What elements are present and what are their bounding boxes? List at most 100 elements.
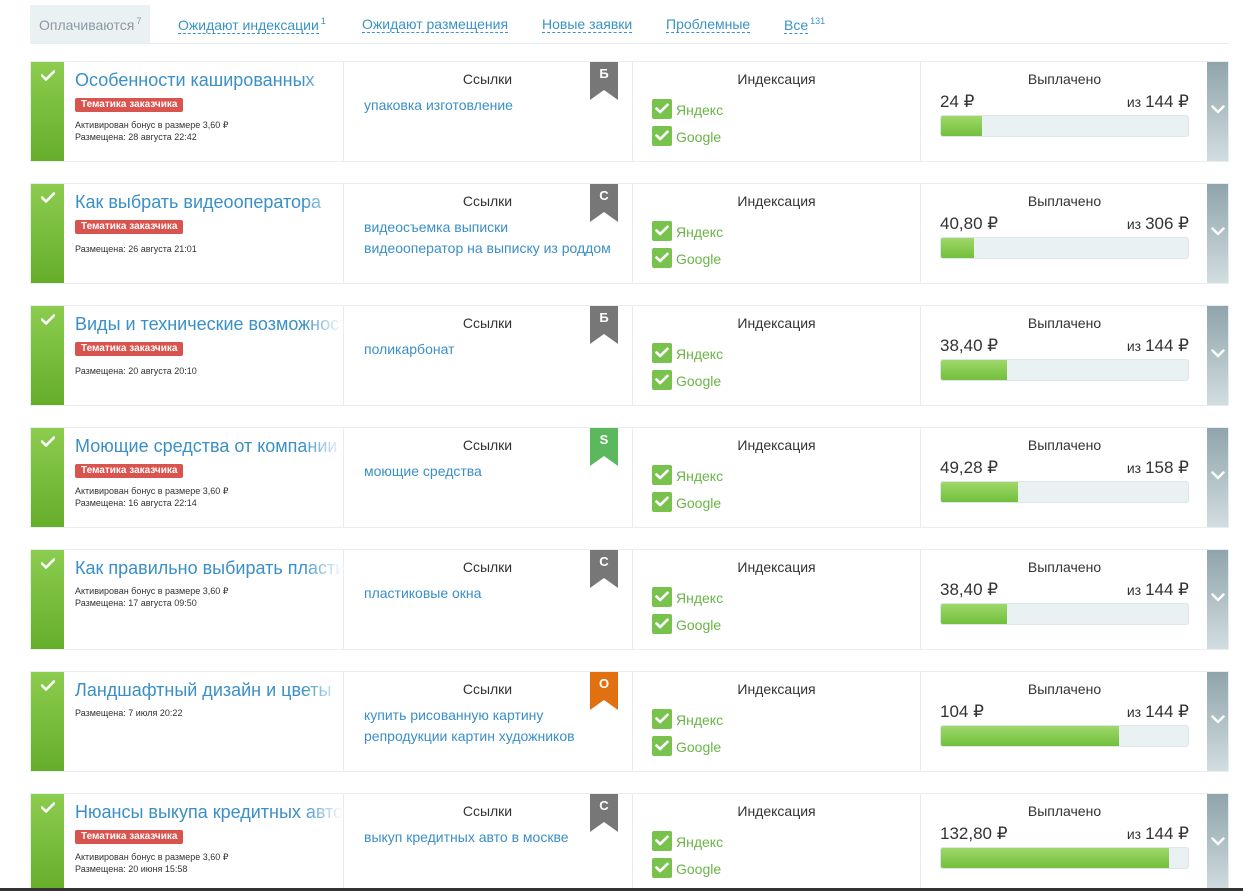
links-list: видеосъемка выписки видеооператор на выпи… <box>364 217 610 259</box>
payment-progress-fill <box>941 726 1120 746</box>
links-list: моющие средства <box>364 461 610 482</box>
tab-5[interactable]: Все 131 <box>784 5 825 43</box>
checkbox-checked-icon <box>652 587 672 607</box>
anchor-link[interactable]: репродукции картин художников <box>364 728 575 744</box>
tab-label: Проблемные <box>666 16 751 33</box>
expand-button[interactable] <box>1207 550 1228 649</box>
paid-header: Выплачено <box>1027 681 1102 697</box>
expand-button[interactable] <box>1207 306 1228 405</box>
paid-amount: 40,80 ₽ <box>940 214 999 233</box>
tab-3[interactable]: Новые заявки <box>542 5 633 43</box>
links-header: Ссылки <box>462 71 513 87</box>
expand-button[interactable] <box>1207 428 1228 527</box>
anchor-link[interactable]: выкуп кредитных авто в москве <box>364 829 569 845</box>
yandex-indexed: Яндекс <box>652 587 723 608</box>
payment-progress-bar <box>940 359 1189 381</box>
total-amount: из 144 ₽ <box>1126 92 1189 111</box>
customer-topic-badge: Тематика заказчика <box>75 220 184 234</box>
status-check[interactable] <box>31 672 64 771</box>
tab-label: Ожидают индексации <box>178 17 319 34</box>
anchor-link[interactable]: упаковка изготовление <box>364 97 513 113</box>
checkbox-checked-icon <box>652 614 672 634</box>
checkbox-checked-icon <box>652 736 672 756</box>
google-indexed: Google <box>652 248 721 269</box>
order-card: Особенности кашированных Тематика заказчи… <box>30 61 1229 162</box>
status-check[interactable] <box>31 428 64 527</box>
paid-header: Выплачено <box>1027 71 1102 87</box>
expand-button[interactable] <box>1207 672 1228 771</box>
tab-label: Все <box>784 17 809 34</box>
status-check[interactable] <box>31 550 64 649</box>
payment-progress-fill <box>941 360 1007 380</box>
tab-1[interactable]: Ожидают индексации 1 <box>178 5 326 43</box>
links-header: Ссылки <box>462 437 513 453</box>
status-check[interactable] <box>31 306 64 405</box>
order-info: Ландшафтный дизайн и цветы Размещена: 7 и… <box>75 672 343 771</box>
links-list: выкуп кредитных авто в москве <box>364 827 610 848</box>
order-info: Нюансы выкупа кредитных авто Тематика зак… <box>75 794 343 891</box>
category-ribbon: О <box>590 672 618 710</box>
anchor-link[interactable]: видеооператор на выписку из роддома <box>364 240 610 256</box>
order-title[interactable]: Как правильно выбирать пластиковые <box>75 557 343 579</box>
paid-amount: 132,80 ₽ <box>940 824 1008 843</box>
tab-0[interactable]: Оплачиваются 7 <box>30 5 151 43</box>
tab-count: 131 <box>810 16 826 26</box>
checkbox-checked-icon <box>652 492 672 512</box>
order-card: Моющие средства от компании Тематика зака… <box>30 427 1229 528</box>
payment-progress-bar <box>940 847 1189 869</box>
tab-4[interactable]: Проблемные <box>666 5 751 43</box>
order-info: Как правильно выбирать пластиковые Активи… <box>75 550 343 649</box>
anchor-link[interactable]: видеосъемка выписки <box>364 219 509 235</box>
expand-button[interactable] <box>1207 794 1228 891</box>
order-info: Особенности кашированных Тематика заказчи… <box>75 62 343 161</box>
payment-column: Выплачено 24 ₽ из 144 ₽ <box>921 62 1208 161</box>
total-amount: из 144 ₽ <box>1126 580 1189 599</box>
order-title[interactable]: Как выбрать видеооператора <box>75 191 343 213</box>
status-check[interactable] <box>31 184 64 283</box>
indexing-header: Индексация <box>737 803 816 819</box>
order-meta: Размещена: 20 августа 20:10 <box>75 366 197 376</box>
order-title[interactable]: Виды и технические возможности <box>75 313 343 335</box>
tab-label: Новые заявки <box>542 16 633 33</box>
links-column: Ссылки упаковка изготовление Б <box>343 62 632 161</box>
checkbox-checked-icon <box>652 858 672 878</box>
indexing-column: Индексация Яндекс Google <box>633 672 920 771</box>
anchor-link[interactable]: купить рисованную картину <box>364 707 544 723</box>
anchor-link[interactable]: моющие средства <box>364 463 482 479</box>
order-title[interactable]: Ландшафтный дизайн и цветы <box>75 679 343 701</box>
order-info: Моющие средства от компании Тематика зака… <box>75 428 343 527</box>
payment-column: Выплачено 132,80 ₽ из 144 ₽ <box>921 794 1208 891</box>
order-title[interactable]: Моющие средства от компании <box>75 435 343 457</box>
links-column: Ссылки моющие средства S <box>343 428 632 527</box>
status-check[interactable] <box>31 62 64 161</box>
total-amount: из 144 ₽ <box>1126 702 1189 721</box>
customer-topic-badge: Тематика заказчика <box>75 98 184 112</box>
expand-button[interactable] <box>1207 184 1228 283</box>
payment-column: Выплачено 104 ₽ из 144 ₽ <box>921 672 1208 771</box>
anchor-link[interactable]: пластиковые окна <box>364 585 482 601</box>
status-check[interactable] <box>31 794 64 891</box>
payment-progress-bar <box>940 481 1189 503</box>
tab-2[interactable]: Ожидают размещения <box>362 5 509 43</box>
category-ribbon: С <box>590 550 618 588</box>
expand-button[interactable] <box>1207 62 1228 161</box>
customer-topic-badge: Тематика заказчика <box>75 464 184 478</box>
paid-amount: 38,40 ₽ <box>940 336 999 355</box>
order-title[interactable]: Нюансы выкупа кредитных авто <box>75 801 343 823</box>
payment-column: Выплачено 40,80 ₽ из 306 ₽ <box>921 184 1208 283</box>
order-info: Как выбрать видеооператора Тематика заказ… <box>75 184 343 283</box>
customer-topic-badge: Тематика заказчика <box>75 830 184 844</box>
google-indexed: Google <box>652 370 721 391</box>
order-title[interactable]: Особенности кашированных <box>75 69 343 91</box>
links-list: купить рисованную картину репродукции кар… <box>364 705 610 747</box>
ribbon-letter: С <box>599 188 609 203</box>
google-indexed: Google <box>652 126 721 147</box>
order-meta: Размещена: 16 августа 22:14 <box>75 498 197 508</box>
links-column: Ссылки выкуп кредитных авто в москве С <box>343 794 632 891</box>
yandex-indexed: Яндекс <box>652 709 723 730</box>
anchor-link[interactable]: поликарбонат <box>364 341 455 357</box>
order-card: Как правильно выбирать пластиковые Активи… <box>30 549 1229 650</box>
checkbox-checked-icon <box>652 370 672 390</box>
indexing-header: Индексация <box>737 437 816 453</box>
tab-label: Ожидают размещения <box>362 16 509 33</box>
